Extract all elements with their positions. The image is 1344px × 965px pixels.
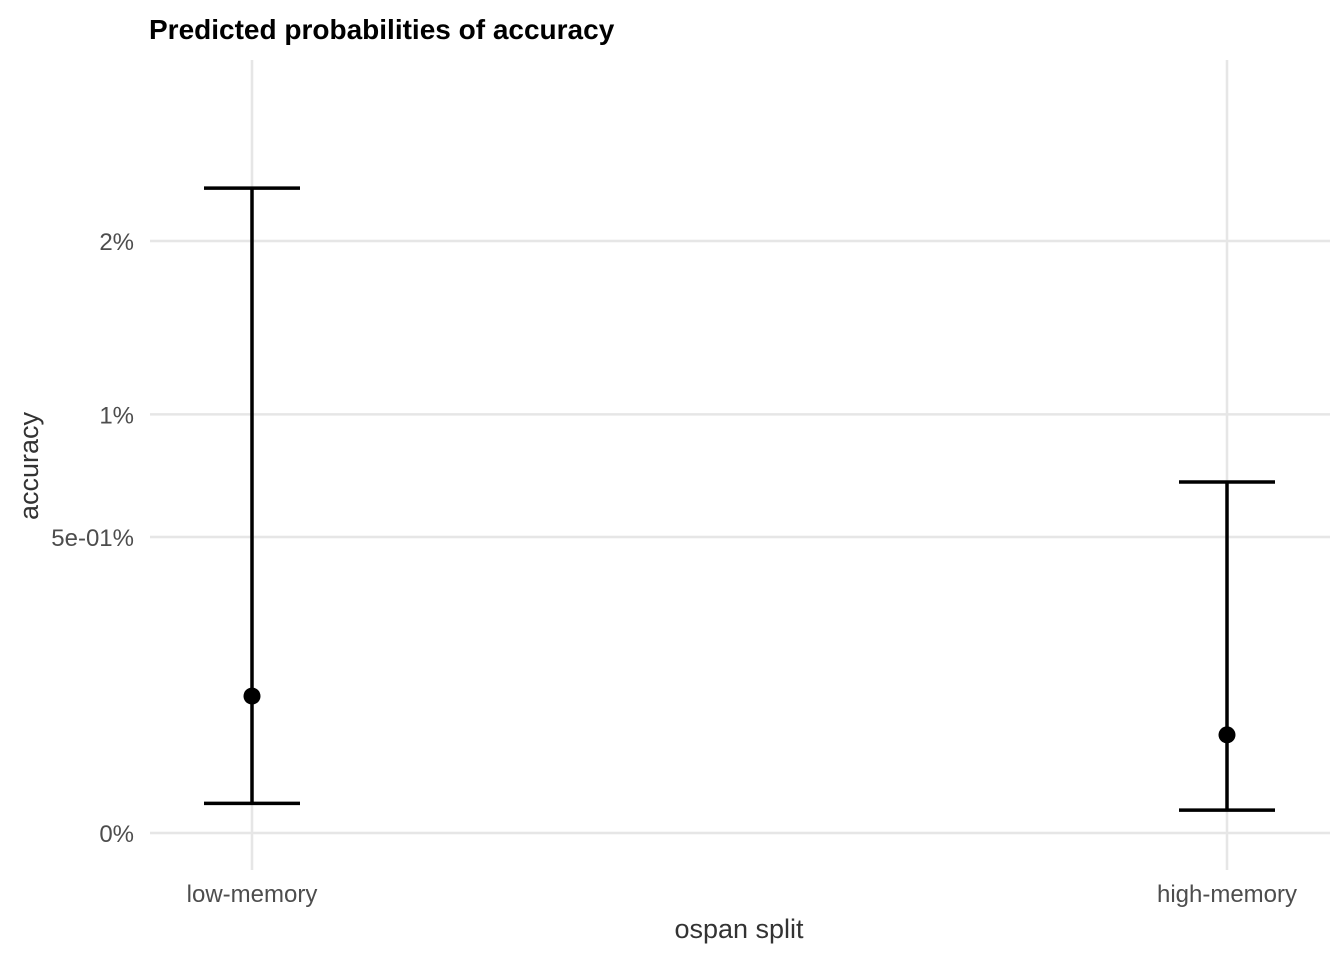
x-axis-title: ospan split xyxy=(674,914,804,944)
x-tick-label: low-memory xyxy=(187,881,318,908)
point-low-memory xyxy=(243,687,261,705)
labels-layer: 0% 5e-01% 1% 2% low-memory high-memory xyxy=(51,229,1297,908)
y-tick-label: 5e-01% xyxy=(51,525,134,552)
x-tick-label: high-memory xyxy=(1157,881,1297,908)
grid-layer xyxy=(150,60,1330,870)
chart-title: Predicted probabilities of accuracy xyxy=(149,14,615,45)
point-high-memory xyxy=(1218,726,1236,744)
marks-layer xyxy=(204,186,1275,812)
y-tick-label: 1% xyxy=(99,402,134,429)
y-tick-label: 2% xyxy=(99,229,134,256)
y-tick-label: 0% xyxy=(99,821,134,848)
y-axis-title: accuracy xyxy=(14,411,44,520)
